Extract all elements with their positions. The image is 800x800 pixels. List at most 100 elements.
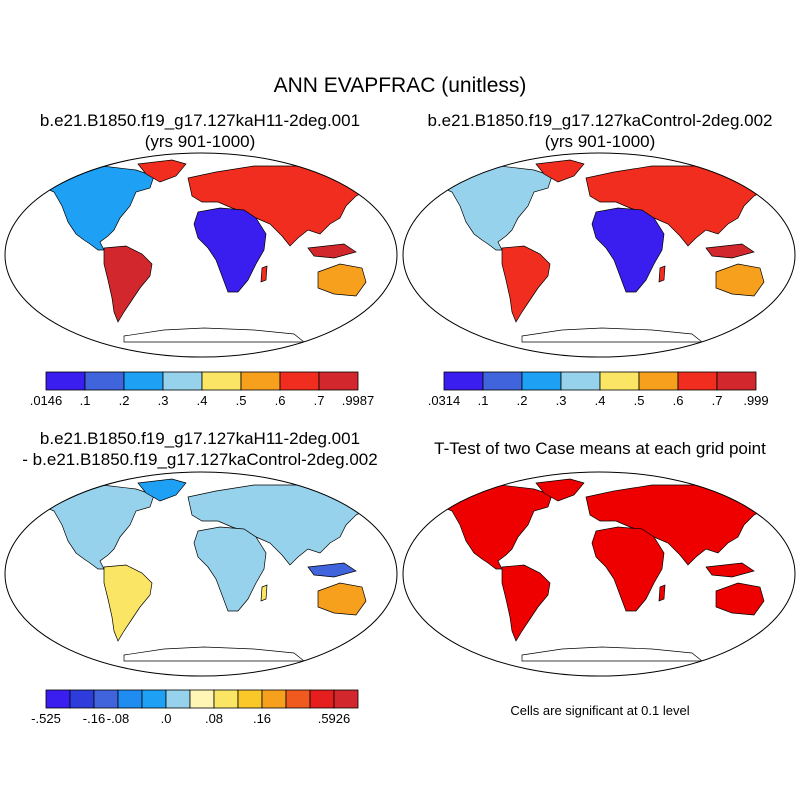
panel3-indonesia — [307, 562, 357, 578]
panel2-colorbar-box — [677, 371, 718, 391]
panel3-colorbar: -.525 -.16 -.08 .0 .08 .16 .5926 — [31, 689, 359, 726]
panel4-south-america — [501, 564, 551, 642]
panel1-globe-border — [4, 152, 398, 358]
panel2-australia — [715, 263, 765, 297]
panel1-africa — [193, 207, 267, 293]
panel1-colorbar-box — [162, 371, 203, 391]
panel3-colorbar-box — [189, 689, 215, 709]
panel3-colorbar-box — [141, 689, 167, 709]
panel3-colorbar-label: .5926 — [318, 711, 351, 726]
panel3-map — [4, 471, 398, 677]
panel3-south-america — [103, 564, 153, 642]
panel1-greenland — [137, 159, 187, 183]
panel1-title-line2: (yrs 901-1000) — [144, 132, 256, 151]
panel1-colorbar-label: .2 — [119, 393, 130, 408]
panel1-colorbar-box — [279, 371, 320, 391]
panel2-colorbar-label: .4 — [595, 393, 606, 408]
panel4-north-america — [429, 484, 553, 570]
panel2-south-america — [501, 245, 551, 323]
panel2-colorbar-label: .0314 — [428, 393, 461, 408]
panel1-colorbar-box — [45, 371, 86, 391]
panel3-colorbar-box — [45, 689, 71, 709]
panel3-antarctica — [123, 646, 305, 662]
panel3-colorbar-box — [165, 689, 191, 709]
panel1-map — [4, 152, 398, 358]
panel1-indonesia — [307, 243, 357, 259]
panel1-colorbar: .0146 .1 .2 .3 .4 .5 .6 .7 .9987 — [30, 371, 375, 408]
panel2-greenland — [535, 159, 585, 183]
panel2-colorbar-box — [521, 371, 562, 391]
panel1-title-line1: b.e21.B1850.f19_g17.127kaH11-2deg.001 — [39, 111, 361, 130]
panel2-title: b.e21.B1850.f19_g17.127kaControl-2deg.00… — [400, 110, 800, 152]
panel2-colorbar-box — [482, 371, 523, 391]
panel2-colorbar-label: .999 — [743, 393, 768, 408]
panel3-colorbar-box — [237, 689, 263, 709]
panel3-africa — [193, 526, 267, 612]
panel2-title-line1: b.e21.B1850.f19_g17.127kaControl-2deg.00… — [427, 111, 773, 130]
panel3-colorbar-box — [309, 689, 335, 709]
panel2-colorbar-label: .1 — [478, 393, 489, 408]
panel4-australia — [715, 582, 765, 616]
panel3-colorbar-label: .08 — [205, 711, 223, 726]
panel2-africa — [591, 207, 665, 293]
panel1-madagascar — [260, 265, 268, 283]
panel2-indonesia — [705, 243, 755, 259]
panel2-colorbar: .0314 .1 .2 .3 .4 .5 .6 .7 .999 — [428, 371, 769, 408]
panel2-colorbar-label: .7 — [712, 393, 723, 408]
panel4-greenland — [535, 478, 585, 502]
panel1-colorbar-label: .6 — [275, 393, 286, 408]
panel1-colorbar-label: .9987 — [342, 393, 375, 408]
panel3-globe-border — [4, 471, 398, 677]
panel2-colorbar-label: .5 — [634, 393, 645, 408]
panel2-colorbar-box — [560, 371, 601, 391]
panel3-colorbar-label: -.16 — [83, 711, 105, 726]
panel1-colorbar-box — [240, 371, 281, 391]
panel1-colorbar-label: .1 — [80, 393, 91, 408]
panel4-africa — [591, 526, 665, 612]
panel2-colorbar-label: .3 — [556, 393, 567, 408]
panel2-colorbar-box — [599, 371, 640, 391]
panel1-north-america — [31, 165, 155, 251]
panel3-colorbar-label: -.08 — [107, 711, 129, 726]
panel2-antarctica — [521, 327, 703, 343]
significance-note: Cells are significant at 0.1 level — [510, 703, 690, 718]
panel3-colorbar-box — [261, 689, 287, 709]
panel4-globe-border — [402, 471, 796, 677]
panel1-colorbar-box — [318, 371, 359, 391]
panel1-colorbar-label: .4 — [197, 393, 208, 408]
panel1-colorbar-box — [84, 371, 125, 391]
panel2-colorbar-label: .2 — [517, 393, 528, 408]
panel3-title-line2: - b.e21.B1850.f19_g17.127kaControl-2deg.… — [22, 450, 378, 469]
panel3-colorbar-box — [333, 689, 359, 709]
panel1-colorbar-label: .0146 — [30, 393, 63, 408]
figure-title: ANN EVAPFRAC (unitless) — [273, 74, 527, 97]
panel3-colorbar-label: .16 — [253, 711, 271, 726]
panel4-map — [402, 471, 796, 677]
panel3-greenland — [137, 478, 187, 502]
panel2-north-america — [429, 165, 553, 251]
panel3-colorbar-box — [213, 689, 239, 709]
panel4-antarctica — [521, 646, 703, 662]
panel1-australia — [317, 263, 367, 297]
panel1-antarctica — [123, 327, 305, 343]
panel1-colorbar-label: .5 — [236, 393, 247, 408]
panel2-globe-border — [402, 152, 796, 358]
panel1-colorbar-label: .3 — [158, 393, 169, 408]
panel1-south-america — [103, 245, 153, 323]
panel2-colorbar-box — [716, 371, 757, 391]
panel1-colorbar-label: .7 — [314, 393, 325, 408]
panel3-title: b.e21.B1850.f19_g17.127kaH11-2deg.001 - … — [0, 428, 400, 470]
panel3-title-line1: b.e21.B1850.f19_g17.127kaH11-2deg.001 — [39, 429, 361, 448]
panel3-colorbar-box — [285, 689, 311, 709]
panel2-map — [402, 152, 796, 358]
panel3-madagascar — [260, 584, 268, 602]
panel2-madagascar — [658, 265, 666, 283]
panel3-north-america — [31, 484, 155, 570]
panel2-colorbar-box — [443, 371, 484, 391]
panel3-colorbar-box — [93, 689, 119, 709]
panel4-title: T-Test of two Case means at each grid po… — [434, 439, 766, 458]
panel2-title-line2: (yrs 901-1000) — [544, 132, 656, 151]
panel4-indonesia — [705, 562, 755, 578]
panel2-colorbar-box — [638, 371, 679, 391]
panel4-madagascar — [658, 584, 666, 602]
